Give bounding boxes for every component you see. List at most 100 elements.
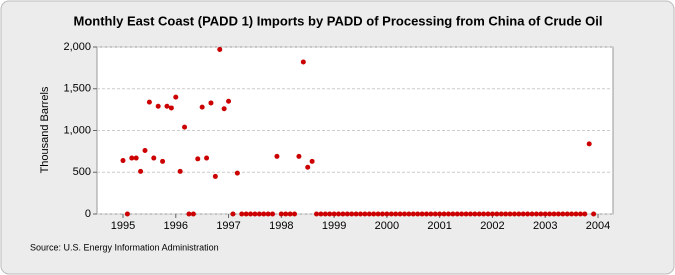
data-point xyxy=(138,168,144,174)
data-point xyxy=(498,211,504,217)
data-point xyxy=(292,211,298,217)
data-point xyxy=(322,211,328,217)
source: Source: U.S. Energy Information Administ… xyxy=(30,242,219,252)
data-point xyxy=(419,211,425,217)
data-point xyxy=(226,98,232,104)
data-point xyxy=(129,155,135,161)
data-point xyxy=(353,211,359,217)
y-tick-label: 1,500 xyxy=(63,83,91,95)
data-point xyxy=(586,141,592,147)
data-point xyxy=(230,211,236,217)
data-point xyxy=(450,211,456,217)
data-point xyxy=(507,211,513,217)
data-point xyxy=(542,211,548,217)
data-point xyxy=(239,211,245,217)
data-point xyxy=(423,211,429,217)
data-point xyxy=(591,211,597,217)
data-point xyxy=(340,211,346,217)
data-point xyxy=(309,158,315,164)
data-point xyxy=(384,211,390,217)
data-point xyxy=(221,106,227,112)
data-point xyxy=(476,211,482,217)
y-tick-label: 1,000 xyxy=(63,124,91,136)
x-tick-label: 2000 xyxy=(375,220,399,232)
data-point xyxy=(415,211,421,217)
data-point xyxy=(516,211,522,217)
data-point xyxy=(577,211,583,217)
data-point xyxy=(182,124,188,130)
x-tick-label: 1999 xyxy=(322,220,346,232)
x-tick-label: 2001 xyxy=(427,220,451,232)
y-tick-label: 0 xyxy=(85,208,91,220)
chart-title: Monthly East Coast (PADD 1) Imports by P… xyxy=(74,13,603,28)
data-point xyxy=(248,211,254,217)
data-point xyxy=(397,211,403,217)
data-point xyxy=(283,211,289,217)
data-point xyxy=(533,211,539,217)
data-point xyxy=(199,104,205,110)
data-point xyxy=(564,211,570,217)
data-point xyxy=(560,211,566,217)
x-tick-label: 2002 xyxy=(480,220,504,232)
data-point xyxy=(432,211,438,217)
data-point xyxy=(410,211,416,217)
data-point xyxy=(177,168,183,174)
data-point xyxy=(520,211,526,217)
data-point xyxy=(168,105,174,111)
data-point xyxy=(160,158,166,164)
data-point xyxy=(142,148,148,154)
data-point xyxy=(582,211,588,217)
data-point xyxy=(538,211,544,217)
x-tick-label: 2004 xyxy=(586,220,610,232)
data-point xyxy=(274,153,280,159)
data-point xyxy=(270,211,276,217)
x-tick-label: 2003 xyxy=(533,220,557,232)
data-point xyxy=(146,99,152,105)
data-point xyxy=(529,211,535,217)
data-point xyxy=(494,211,500,217)
data-point xyxy=(287,211,293,217)
data-point xyxy=(463,211,469,217)
data-point xyxy=(547,211,553,217)
data-point xyxy=(212,173,218,179)
data-point xyxy=(525,211,531,217)
data-point xyxy=(459,211,465,217)
data-point xyxy=(551,211,557,217)
data-point xyxy=(555,211,561,217)
y-tick-label: 500 xyxy=(73,166,91,178)
y-tick-label: 2,000 xyxy=(63,41,91,53)
data-point xyxy=(120,158,126,164)
data-point xyxy=(349,211,355,217)
data-point xyxy=(327,211,333,217)
data-point xyxy=(318,211,324,217)
data-point xyxy=(217,47,223,53)
data-point xyxy=(234,170,240,176)
data-point xyxy=(485,211,491,217)
data-point xyxy=(358,211,363,217)
data-point xyxy=(406,211,412,217)
x-tick-label: 1996 xyxy=(164,220,188,232)
data-point xyxy=(467,211,473,217)
data-point xyxy=(388,211,394,217)
data-point xyxy=(511,211,517,217)
data-point xyxy=(164,103,170,109)
data-point xyxy=(375,211,381,217)
data-point xyxy=(503,211,509,217)
data-point xyxy=(569,211,575,217)
data-point xyxy=(300,59,306,65)
data-point xyxy=(305,164,311,170)
data-point xyxy=(472,211,478,217)
data-point xyxy=(243,211,249,217)
data-point xyxy=(124,211,130,217)
data-point xyxy=(401,211,407,217)
data-point xyxy=(314,211,320,217)
data-point xyxy=(454,211,460,217)
data-point xyxy=(445,211,451,217)
data-point xyxy=(133,155,139,161)
data-point xyxy=(344,211,350,217)
data-point xyxy=(573,211,579,217)
data-point xyxy=(155,103,161,109)
data-point xyxy=(362,211,368,217)
data-point xyxy=(366,211,372,217)
